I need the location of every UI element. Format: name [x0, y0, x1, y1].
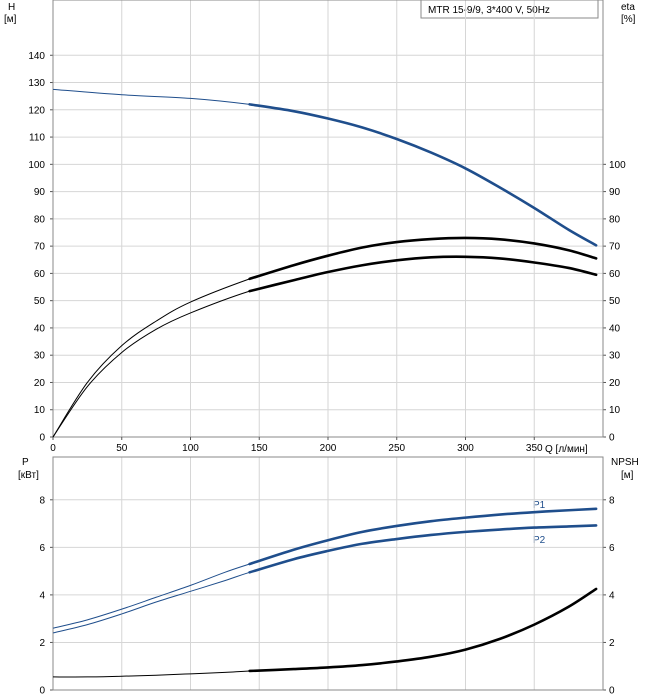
- top-ytick-left-label: 90: [34, 187, 46, 198]
- top-ytick-right-label: 90: [609, 187, 621, 198]
- top-ytick-left-label: 60: [34, 269, 46, 280]
- bottom-ytick-right-label: 6: [609, 543, 615, 554]
- bottom-ytick-left-label: 8: [39, 495, 45, 506]
- top-ytick-left-label: 0: [39, 433, 45, 444]
- top-ytick-left-label: 50: [34, 296, 46, 307]
- xtick-label: 150: [251, 443, 268, 454]
- top-ytick-right-label: 50: [609, 296, 621, 307]
- top-ytick-left-label: 130: [28, 78, 45, 89]
- xtick-label: 300: [457, 443, 474, 454]
- top-ytick-right-label: 100: [609, 160, 626, 171]
- top-ytick-right-label: 60: [609, 269, 621, 280]
- bottom-ylabel-right-line1: NPSH: [611, 457, 639, 468]
- series-label-p1: P1: [533, 500, 546, 511]
- bottom-series-0-operating-range: [248, 507, 598, 566]
- bottom-ytick-right-label: 2: [609, 638, 615, 649]
- top-ytick-left-label: 70: [34, 242, 46, 253]
- top-ytick-right-label: 10: [609, 405, 621, 416]
- xtick-label: 100: [182, 443, 199, 454]
- bottom-ytick-left-label: 4: [39, 590, 45, 601]
- bottom-ylabel-left-line1: P: [22, 457, 29, 468]
- top-ytick-left-label: 140: [28, 51, 45, 62]
- top-ytick-left-label: 110: [29, 133, 45, 144]
- bottom-series-1-operating-range: [248, 524, 598, 574]
- top-ytick-left-label: 30: [34, 351, 46, 362]
- x-axis-label: Q [л/мин]: [545, 444, 588, 455]
- bottom-ylabel-left-line2: [кВт]: [18, 470, 39, 481]
- top-ytick-left-label: 100: [28, 160, 45, 171]
- top-ytick-right-label: 0: [609, 433, 615, 444]
- top-ytick-right-label: 40: [609, 323, 621, 334]
- xtick-label: 50: [116, 443, 128, 454]
- bottom-series-2-operating-range: [248, 587, 598, 673]
- top-ylabel-left-line1: H: [8, 2, 15, 13]
- bottom-ylabel-right-line2: [м]: [621, 470, 634, 481]
- top-ytick-left-label: 20: [34, 378, 46, 389]
- top-ytick-right-label: 20: [609, 378, 621, 389]
- top-ylabel-right-line2: [%]: [621, 14, 636, 25]
- xtick-label: 350: [526, 443, 543, 454]
- top-ytick-right-label: 80: [609, 214, 621, 225]
- top-ytick-left-label: 40: [34, 323, 46, 334]
- top-ylabel-right-line1: eta: [621, 2, 635, 13]
- bottom-plot-frame: [52, 456, 604, 691]
- xtick-label: 200: [320, 443, 337, 454]
- top-ytick-left-label: 80: [34, 214, 46, 225]
- head-efficiency-panel: 0 10 20 30 40 50 60 70 80 90 100 110 120 130 140 0 10 20 3…: [28, 0, 626, 454]
- xtick-label: 0: [50, 443, 56, 454]
- bottom-ytick-left-label: 2: [39, 638, 45, 649]
- bottom-ytick-right-label: 8: [609, 495, 615, 506]
- top-ytick-right-label: 30: [609, 351, 621, 362]
- bottom-ytick-right-label: 0: [609, 686, 615, 697]
- top-series-2-operating-range: [248, 255, 598, 293]
- bottom-ytick-right-label: 4: [609, 590, 615, 601]
- top-ytick-left-label: 10: [34, 405, 46, 416]
- chart-title: MTR 15-9/9, 3*400 V, 50Hz: [428, 5, 550, 16]
- xtick-label: 250: [388, 443, 405, 454]
- series-label-p2: P2: [533, 535, 546, 546]
- power-npsh-panel: 0 2 4 6 8 0 2 4 6 8: [39, 456, 615, 697]
- top-series-0-operating-range: [248, 103, 598, 247]
- top-ylabel-left-line2: [м]: [4, 14, 17, 25]
- top-ytick-left-label: 120: [28, 105, 45, 116]
- bottom-ytick-left-label: 6: [39, 543, 45, 554]
- top-ytick-right-label: 70: [609, 242, 621, 253]
- top-series-1-operating-range: [248, 236, 598, 281]
- bottom-ytick-left-label: 0: [39, 686, 45, 697]
